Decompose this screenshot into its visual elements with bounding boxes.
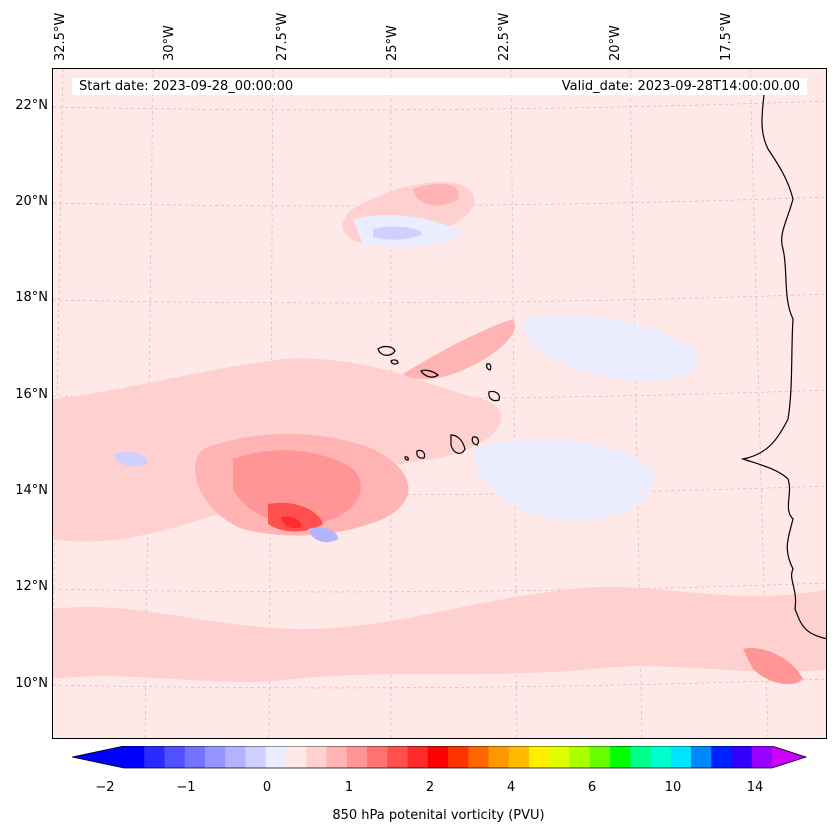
colorbar-swatch — [569, 746, 591, 768]
colorbar — [72, 746, 808, 769]
africa-coastline — [740, 83, 826, 640]
lon-label: 32.5°W — [53, 12, 68, 61]
colorbar-swatch — [691, 746, 712, 768]
colorbar-swatch — [164, 746, 186, 768]
colorbar-outline — [72, 746, 808, 769]
lon-label: 17.5°W — [719, 12, 734, 61]
island-maio — [471, 436, 479, 446]
parallel-line — [53, 678, 826, 689]
lat-label: 20°N — [15, 194, 48, 209]
pv-contour-se-max — [743, 648, 803, 685]
pv-contour-cape-verde-ridge — [403, 319, 515, 380]
colorbar-swatch — [367, 746, 388, 768]
colorbar-swatch — [407, 746, 429, 768]
pv-contour-strong — [233, 450, 361, 525]
colorbar-swatch — [610, 746, 631, 768]
lat-label: 10°N — [15, 676, 48, 691]
colorbar-swatch — [670, 746, 692, 768]
colorbar-swatch — [508, 746, 530, 768]
island-sao-vicente — [390, 359, 399, 365]
map-panel — [52, 68, 827, 739]
island-brava — [404, 456, 409, 461]
colorbar-tick-label: 1 — [344, 780, 354, 795]
island-sao-nicolau — [420, 369, 439, 378]
lon-label: 22.5°W — [497, 12, 512, 61]
lon-label: 30°W — [162, 25, 177, 61]
pv-field — [53, 69, 826, 738]
pv-contour-max-core — [281, 516, 302, 529]
colorbar-swatch — [630, 746, 651, 768]
colorbar-swatch — [711, 746, 732, 768]
colorbar-swatch — [731, 746, 753, 768]
pv-contour-negative-west — [113, 452, 148, 467]
colorbar-tick-label: 0 — [262, 780, 272, 795]
island-fogo — [416, 449, 426, 459]
colorbar-tick-label: 10 — [664, 780, 682, 795]
colorbar-swatch — [549, 746, 570, 768]
colorbar-swatch — [124, 746, 145, 768]
pv-contour-negative-southeast — [473, 438, 655, 521]
colorbar-swatch — [184, 746, 206, 768]
pv-contour-negative-center — [308, 527, 338, 543]
lon-label: 20°W — [608, 25, 623, 61]
colorbar-swatch — [245, 746, 267, 768]
pv-contour-max — [268, 502, 323, 532]
lon-label: 27.5°W — [275, 12, 290, 61]
colorbar-swatch — [468, 746, 489, 768]
valid-date-label: Valid_date: 2023-09-28T14:00:00.00 — [542, 78, 807, 95]
colorbar-tick-label: 14 — [746, 780, 764, 795]
colorbar-extend-low — [72, 746, 124, 768]
colorbar-swatch — [265, 746, 287, 768]
lat-label: 14°N — [15, 483, 48, 498]
colorbar-swatch — [346, 746, 368, 768]
island-boa-vista — [488, 390, 500, 402]
colorbar-swatch — [286, 746, 307, 768]
negative-pv-contours — [113, 214, 699, 543]
colorbar-label: 850 hPa potenital vorticity (PVU) — [332, 808, 545, 823]
colorbar-swatch — [529, 746, 550, 768]
island-santo-antao — [377, 345, 396, 356]
pv-contour-north-core — [413, 183, 459, 206]
island-santiago — [450, 434, 466, 454]
colorbar-swatch — [751, 746, 773, 768]
lat-label: 12°N — [15, 579, 48, 594]
colorbar-swatch — [326, 746, 348, 768]
lat-label: 22°N — [15, 98, 48, 113]
colorbar-swatch — [448, 746, 469, 768]
colorbar-tick-label: 4 — [506, 780, 516, 795]
colorbar-swatch — [589, 746, 611, 768]
pv-contour-southern-band — [53, 586, 826, 682]
island-sal — [486, 363, 492, 371]
colorbar-swatch — [387, 746, 408, 768]
colorbar-extend-high — [772, 746, 806, 768]
colorbar-swatch — [225, 746, 246, 768]
coastlines — [377, 83, 826, 640]
colorbar-swatch — [205, 746, 226, 768]
colorbar-swatch — [144, 746, 165, 768]
cape-verde-islands — [377, 345, 500, 461]
parallel-line — [53, 100, 826, 111]
colorbar-tick-label: 2 — [425, 780, 435, 795]
parallel-line — [53, 196, 826, 207]
colorbar-tick-label: 6 — [587, 780, 597, 795]
parallel-line — [53, 293, 826, 304]
lat-label: 18°N — [15, 290, 48, 305]
pv-contour-negative-north-core — [373, 226, 423, 240]
colorbar-swatch — [650, 746, 672, 768]
pv-contour-negative-east — [523, 315, 699, 382]
colorbar-tick-label: −1 — [176, 780, 196, 795]
lon-label: 25°W — [385, 25, 400, 61]
pv-contours — [53, 182, 826, 685]
colorbar-swatch — [488, 746, 510, 768]
colorbar-swatch — [306, 746, 327, 768]
colorbar-swatch — [427, 746, 449, 768]
lat-label: 16°N — [15, 387, 48, 402]
parallel-line — [53, 582, 826, 593]
colorbar-tick-label: −2 — [95, 780, 115, 795]
start-date-label: Start date: 2023-09-28_00:00:00 — [72, 78, 542, 95]
